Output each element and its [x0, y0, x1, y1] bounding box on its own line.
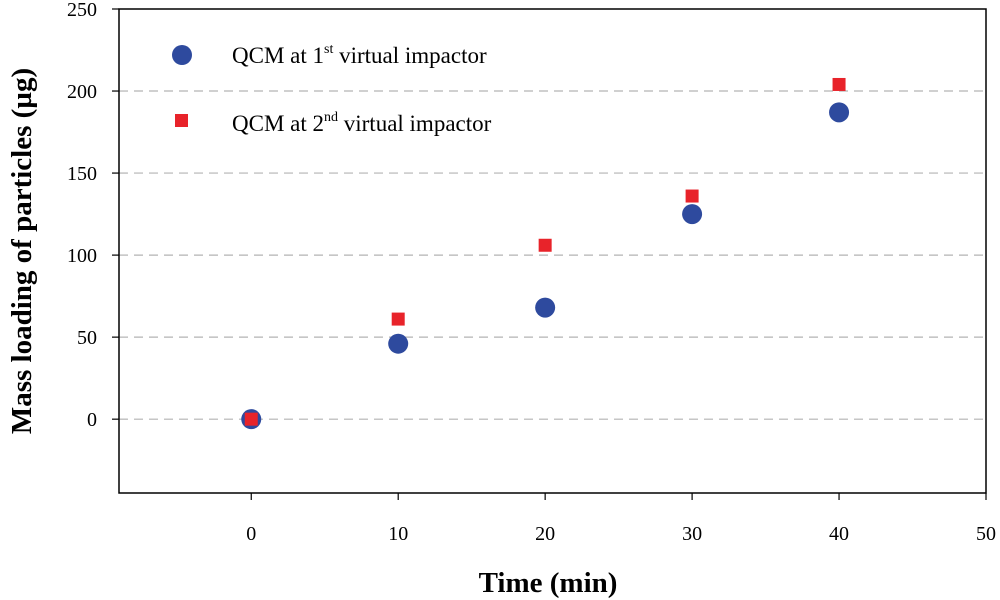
point-series-1-x20: [535, 297, 556, 318]
legend-item-series-2: QCM at 2nd virtual impactor: [175, 110, 492, 136]
legend: QCM at 1st virtual impactor QCM at 2nd v…: [172, 42, 492, 136]
x-tick-label-0: 0: [246, 523, 256, 545]
legend-item-series-1: QCM at 1st virtual impactor: [172, 42, 487, 68]
point-series-1-x40: [829, 102, 850, 123]
x-tick-label-30: 30: [682, 523, 702, 545]
y-axis-ticks: 0 50 100 150 200 250: [67, 0, 119, 431]
x-tick-label-50: 50: [976, 523, 996, 545]
legend-marker-circle-icon: [172, 45, 192, 65]
x-axis-title: Time (min): [479, 567, 618, 599]
y-tick-label-100: 100: [67, 245, 97, 267]
point-series-2-x0: [244, 412, 258, 426]
point-series-2-x20: [538, 238, 552, 252]
point-series-1-x10: [388, 333, 409, 354]
y-tick-label-150: 150: [67, 163, 97, 185]
point-series-1-x30: [682, 204, 703, 225]
y-axis-title: Mass loading of particles (µg): [6, 68, 38, 434]
legend-label-series-1: QCM at 1st virtual impactor: [232, 42, 487, 68]
y-tick-label-250: 250: [67, 0, 97, 21]
x-tick-label-40: 40: [829, 523, 849, 545]
y-tick-label-200: 200: [67, 81, 97, 103]
data-points: [241, 77, 850, 430]
point-series-2-x40: [832, 77, 846, 91]
grid-lines: [119, 90, 986, 420]
x-tick-label-20: 20: [535, 523, 555, 545]
point-series-2-x10: [391, 312, 405, 326]
x-tick-label-10: 10: [388, 523, 408, 545]
y-tick-label-0: 0: [87, 409, 97, 431]
legend-label-series-2: QCM at 2nd virtual impactor: [232, 110, 492, 136]
legend-marker-square-icon: [175, 114, 188, 127]
plot-area-frame: [118, 8, 987, 494]
point-series-2-x30: [685, 189, 699, 203]
x-axis-ticks: 0 10 20 30 40 50: [246, 493, 996, 545]
y-tick-label-50: 50: [77, 327, 97, 349]
